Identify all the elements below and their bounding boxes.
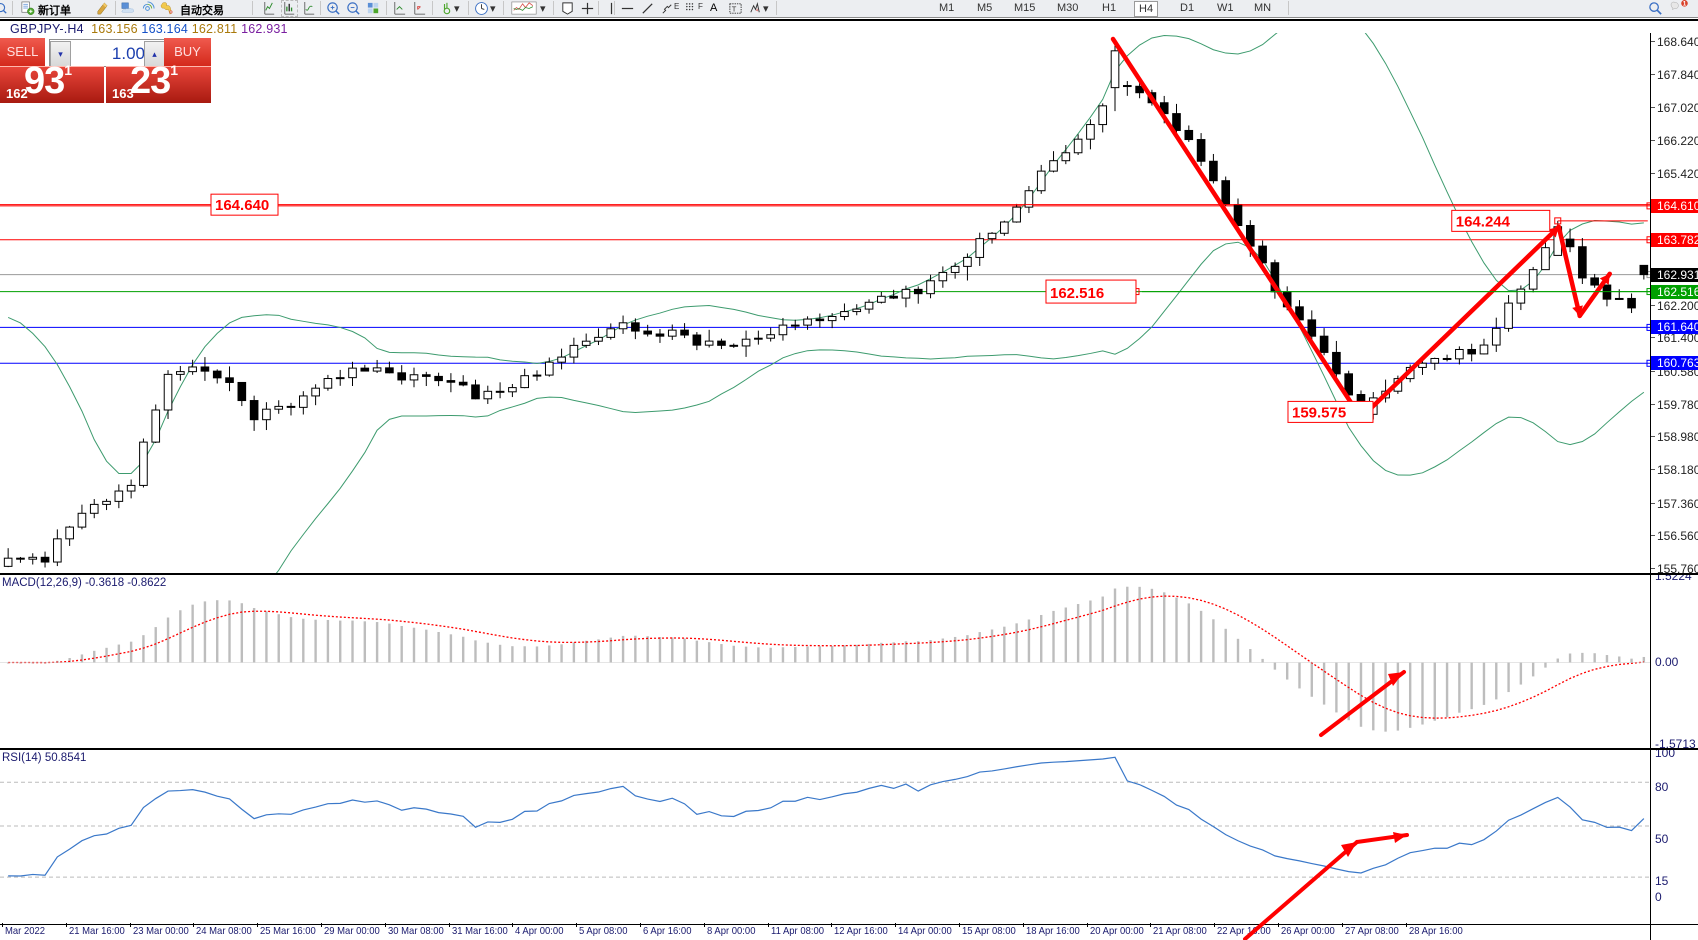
svg-text:164.244: 164.244 xyxy=(1456,213,1511,230)
svg-text:1: 1 xyxy=(1683,1,1687,8)
svg-text:162.516: 162.516 xyxy=(1050,285,1104,302)
svg-text:164.640: 164.640 xyxy=(215,197,269,214)
svg-text:T: T xyxy=(732,4,737,13)
svg-text:159.575: 159.575 xyxy=(1292,404,1346,421)
